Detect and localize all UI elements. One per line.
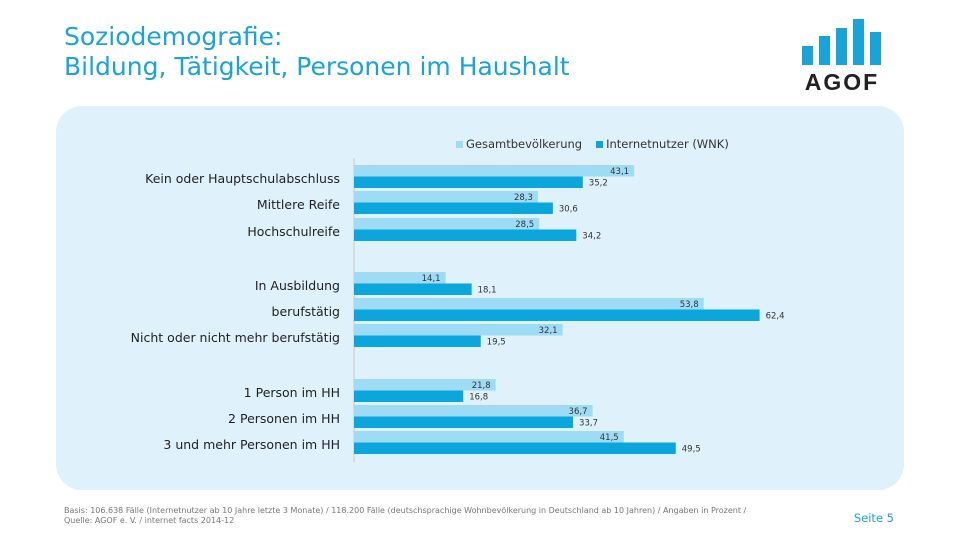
bar-gesamt: [354, 272, 446, 284]
data-label: 36,7: [569, 407, 588, 417]
legend-swatch-1: [596, 140, 604, 148]
legend-item-0: Gesamtbevölkerung: [456, 137, 582, 151]
data-label: 62,4: [766, 312, 785, 322]
data-label: 35,2: [589, 179, 608, 189]
data-label: 19,5: [487, 338, 506, 348]
bar-gesamt: [354, 218, 540, 230]
bar-gesamt: [354, 191, 538, 203]
chart-legend: Gesamtbevölkerung Internetnutzer (WNK): [456, 137, 743, 151]
bar-gesamt: [354, 405, 593, 417]
bar-internet: [354, 202, 553, 214]
data-label: 28,5: [515, 220, 534, 230]
data-label: 33,7: [579, 419, 598, 429]
bar-internet: [354, 283, 472, 295]
data-label: 53,8: [680, 300, 699, 310]
agof-logo: AGOF: [802, 19, 881, 94]
data-label: 14,1: [422, 274, 441, 284]
footer-note: Basis: 106.638 Fälle (Internetnutzer ab …: [64, 506, 747, 525]
category-label: Mittlere Reife: [256, 197, 340, 212]
bar-gesamt: [354, 379, 496, 391]
legend-label-1: Internetnutzer (WNK): [606, 137, 729, 151]
bar-internet: [354, 416, 574, 428]
legend-swatch-0: [456, 140, 463, 148]
bar-internet: [354, 309, 760, 321]
bar-gesamt: [354, 165, 635, 177]
bar-internet: [354, 335, 481, 347]
category-label: Kein oder Hauptschulabschluss: [145, 171, 340, 186]
category-label: In Ausbildung: [254, 278, 340, 293]
category-label: Hochschulreife: [247, 224, 340, 239]
bar-internet: [354, 390, 464, 402]
bar-gesamt: [354, 324, 563, 336]
title-line-2: Bildung, Tätigkeit, Personen im Haushalt: [64, 52, 570, 81]
category-label: 3 und mehr Personen im HH: [163, 437, 340, 452]
data-label: 18,1: [478, 286, 497, 296]
data-label: 21,8: [472, 381, 491, 391]
bar-gesamt: [354, 431, 624, 443]
category-label: Nicht oder nicht mehr berufstätig: [130, 330, 340, 345]
title-line-1: Soziodemografie:: [64, 22, 283, 51]
bar-gesamt: [354, 298, 704, 310]
page-title: Soziodemografie: Bildung, Tätigkeit, Per…: [64, 22, 570, 82]
legend-label-0: Gesamtbevölkerung: [466, 137, 583, 151]
data-label: 28,3: [514, 193, 533, 203]
logo-text: AGOF: [805, 69, 879, 94]
category-label: berufstätig: [271, 304, 340, 319]
data-label: 30,6: [559, 205, 578, 215]
data-label: 43,1: [610, 167, 629, 177]
data-label: 34,2: [582, 232, 601, 242]
bar-internet: [354, 442, 676, 454]
category-label: 1 Person im HH: [243, 385, 340, 400]
bar-internet: [354, 229, 577, 241]
page-number: Seite 5: [853, 511, 894, 525]
data-label: 49,5: [682, 445, 701, 455]
data-label: 32,1: [539, 326, 558, 336]
legend-item-1: Internetnutzer (WNK): [596, 137, 729, 151]
data-label: 16,8: [469, 393, 488, 403]
bar-internet: [354, 176, 583, 188]
data-label: 41,5: [600, 433, 619, 443]
category-label: 2 Personen im HH: [228, 411, 340, 426]
